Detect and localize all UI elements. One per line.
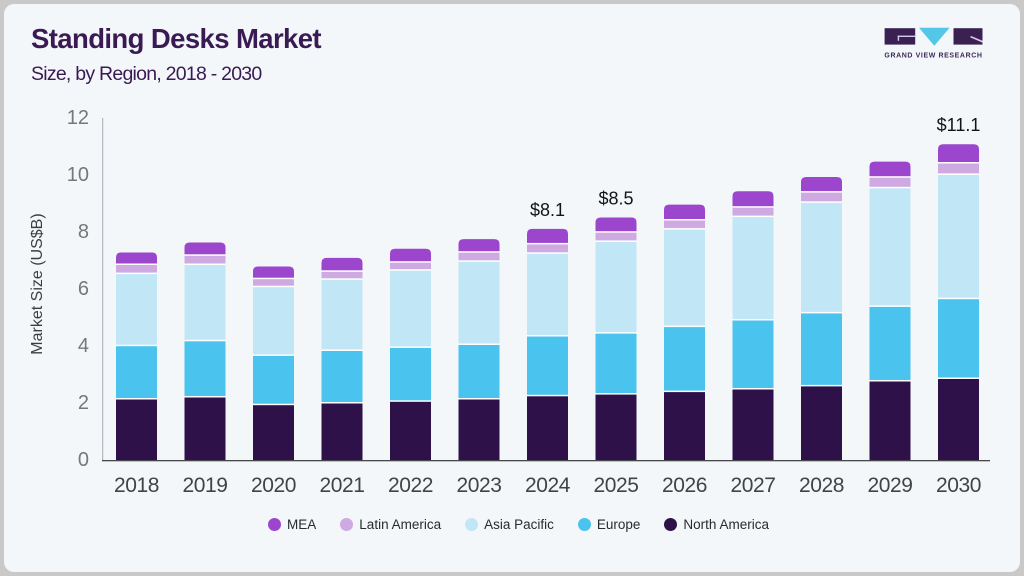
svg-text:2020: 2020 bbox=[251, 474, 296, 497]
svg-text:2029: 2029 bbox=[868, 474, 913, 497]
svg-text:4: 4 bbox=[78, 335, 89, 357]
svg-text:12: 12 bbox=[67, 107, 89, 129]
svg-text:8: 8 bbox=[78, 221, 89, 243]
svg-text:Market Size (US$B): Market Size (US$B) bbox=[29, 213, 46, 354]
svg-text:2028: 2028 bbox=[799, 474, 844, 497]
svg-text:6: 6 bbox=[78, 278, 89, 300]
svg-text:2018: 2018 bbox=[114, 474, 159, 497]
svg-text:2021: 2021 bbox=[320, 474, 365, 497]
svg-text:10: 10 bbox=[67, 164, 89, 186]
svg-text:$11.1: $11.1 bbox=[937, 115, 981, 135]
svg-text:0: 0 bbox=[78, 449, 89, 471]
svg-text:2025: 2025 bbox=[594, 474, 639, 497]
svg-text:2019: 2019 bbox=[183, 474, 228, 497]
svg-text:2022: 2022 bbox=[388, 474, 433, 497]
svg-text:2026: 2026 bbox=[662, 474, 707, 497]
svg-text:$8.5: $8.5 bbox=[598, 189, 633, 209]
svg-text:GRAND VIEW RESEARCH: GRAND VIEW RESEARCH bbox=[884, 53, 982, 60]
svg-text:2027: 2027 bbox=[731, 474, 776, 497]
svg-text:2030: 2030 bbox=[936, 474, 981, 497]
svg-text:2: 2 bbox=[78, 392, 89, 414]
svg-text:2023: 2023 bbox=[457, 474, 502, 497]
svg-text:2024: 2024 bbox=[525, 474, 571, 497]
svg-text:$8.1: $8.1 bbox=[530, 200, 565, 220]
